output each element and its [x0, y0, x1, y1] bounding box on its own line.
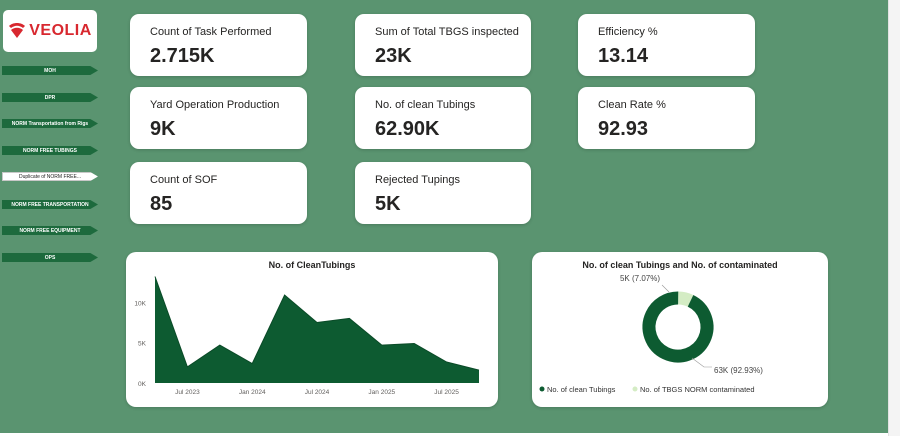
nav-item-norm-free-tubings[interactable]: NORM FREE TUBINGS	[2, 146, 98, 155]
kpi-value: 5K	[375, 193, 401, 215]
donut-slice	[642, 291, 714, 363]
nav-item-norm-transportation-from-rigs[interactable]: NORM Transportation from Rigs	[2, 119, 98, 128]
donut-chart-panel[interactable]: No. of clean Tubings and No. of contamin…	[532, 252, 828, 407]
donut-chart: 5K (7.07%) 63K (92.93%) No. of clean Tubin…	[539, 274, 763, 394]
kpi-value: 9K	[150, 118, 176, 140]
kpi-card-efficiency: Efficiency % 13.14	[578, 14, 755, 76]
nav-item-norm-free-equipment[interactable]: NORM FREE EQUIPMENT	[2, 226, 98, 235]
kpi-value: 85	[150, 193, 173, 215]
kpi-label: Rejected Tupings	[375, 174, 460, 186]
kpi-label: Sum of Total TBGS inspected	[375, 26, 519, 38]
kpi-card-clean-rate: Clean Rate % 92.93	[578, 87, 755, 149]
kpi-value: 13.14	[598, 45, 649, 67]
x-tick-label: Jul 2024	[305, 389, 330, 396]
area-series-line	[154, 276, 480, 371]
y-tick-label: 0K	[138, 381, 147, 388]
x-tick-label: Jan 2024	[239, 389, 266, 396]
vertical-scrollbar[interactable]	[888, 0, 900, 436]
kpi-card-clean-tubings: No. of clean Tubings 62.90K	[355, 87, 531, 149]
x-tick-label: Jan 2025	[368, 389, 395, 396]
nav-item-ops[interactable]: OPS	[2, 253, 98, 262]
legend-label-contaminated: No. of TBGS NORM contaminated	[640, 385, 755, 394]
donut-chart-title: No. of clean Tubings and No. of contamin…	[582, 260, 778, 270]
kpi-value: 62.90K	[375, 118, 440, 140]
y-tick-label: 10K	[134, 300, 146, 307]
area-series-fill	[155, 276, 479, 383]
kpi-card-sof-count: Count of SOF 85	[130, 162, 307, 224]
kpi-label: Count of SOF	[150, 174, 218, 186]
donut-slice	[642, 291, 714, 363]
area-chart-panel[interactable]: No. of CleanTubings 0K 5K 10K Jul 2023 Jan 2…	[126, 252, 498, 407]
leader-line	[661, 284, 670, 293]
nav-item-moh[interactable]: MOH	[2, 66, 98, 75]
report-canvas: VEOLIA MOH DPR NORM Transportation from …	[0, 0, 888, 433]
veolia-logo: VEOLIA	[3, 10, 97, 52]
nav-item-dpr[interactable]: DPR	[2, 93, 98, 102]
kpi-card-yard-operation: Yard Operation Production 9K	[130, 87, 307, 149]
x-tick-label: Jul 2023	[175, 389, 200, 396]
area-chart-title: No. of CleanTubings	[268, 260, 356, 270]
veolia-logo-text: VEOLIA	[29, 22, 92, 39]
slice-label-clean: 63K (92.93%)	[714, 366, 763, 375]
kpi-value: 92.93	[598, 118, 649, 140]
kpi-label: Yard Operation Production	[150, 99, 280, 111]
veolia-logo-mark-icon	[9, 23, 26, 38]
leader-line	[691, 357, 712, 368]
kpi-label: Count of Task Performed	[150, 26, 272, 38]
legend-label-clean: No. of clean Tubings	[547, 385, 616, 394]
y-tick-label: 5K	[138, 341, 147, 348]
nav-item-duplicate-norm-free[interactable]: Duplicate of NORM FREE...	[2, 172, 98, 181]
kpi-card-tbgs-inspected: Sum of Total TBGS inspected 23K	[355, 14, 531, 76]
area-chart: 0K 5K 10K Jul 2023 Jan 2024 Jul 2024 Jan 2025 J…	[134, 276, 480, 396]
kpi-card-rejected-tupings: Rejected Tupings 5K	[355, 162, 531, 224]
slice-label-contaminated: 5K (7.07%)	[620, 274, 660, 283]
kpi-label: Efficiency %	[598, 26, 658, 38]
kpi-label: No. of clean Tubings	[375, 99, 476, 111]
kpi-label: Clean Rate %	[598, 99, 666, 111]
nav-item-norm-free-transportation[interactable]: NORM FREE TRANSPORTATION	[2, 200, 98, 209]
x-tick-label: Jul 2025	[434, 389, 459, 396]
kpi-value: 2.715K	[150, 45, 215, 67]
legend-marker-clean	[539, 386, 545, 392]
kpi-card-task-count: Count of Task Performed 2.715K	[130, 14, 307, 76]
legend-marker-contaminated	[632, 386, 638, 392]
kpi-value: 23K	[375, 45, 412, 67]
